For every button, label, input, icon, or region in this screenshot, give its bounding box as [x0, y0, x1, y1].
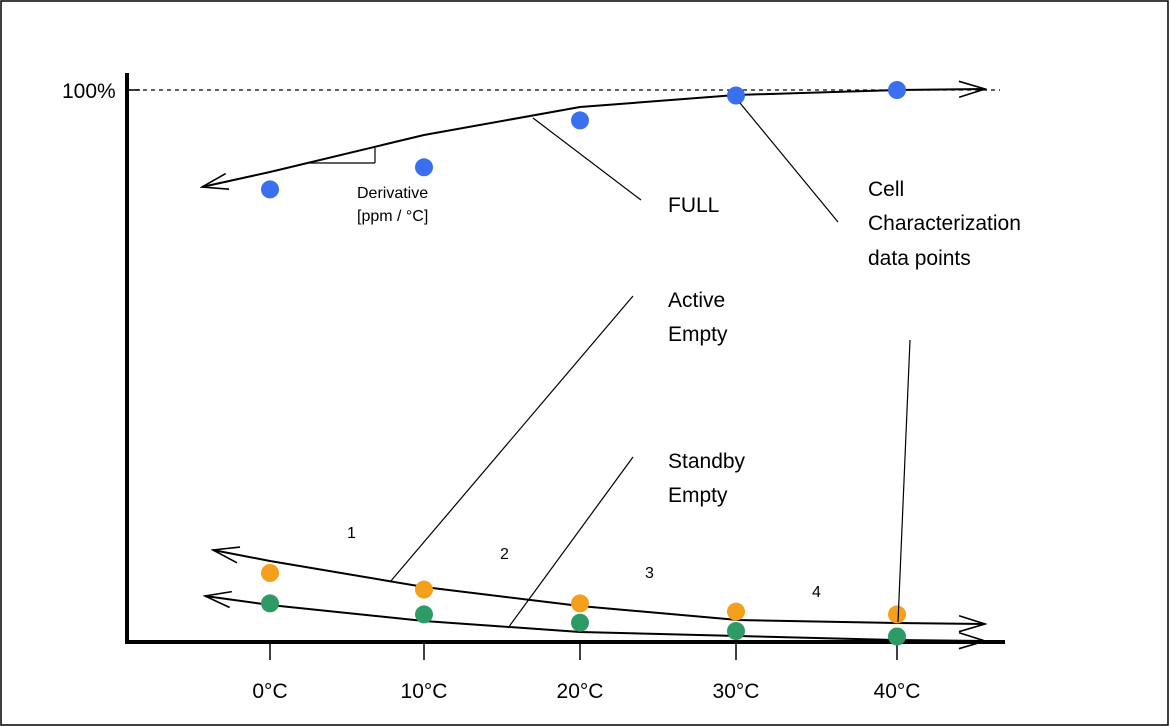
- standby-empty-point-2: [571, 613, 589, 632]
- derivative-label: Derivative [ppm / °C]: [357, 185, 433, 225]
- region-label-4: 4: [812, 584, 821, 601]
- standby-empty-leader: [507, 456, 634, 629]
- y-tick-label-100: 100%: [62, 80, 116, 103]
- standby-empty-point-3: [727, 622, 745, 640]
- region-label-1: 1: [347, 525, 356, 542]
- active-empty-curve: [213, 550, 985, 624]
- active-empty-point-3: [727, 602, 745, 621]
- full-point-3: [727, 86, 745, 105]
- active-empty-point-0: [261, 564, 279, 582]
- leader-lines: [389, 102, 911, 629]
- standby-empty-point-0: [261, 594, 279, 613]
- full-point-2: [571, 111, 589, 130]
- full-point-1: [415, 158, 433, 177]
- full-leader: [532, 117, 642, 201]
- standby-empty-point-4: [888, 627, 906, 646]
- full-curve: [202, 89, 985, 187]
- cell-char-lower-leader: [897, 339, 911, 623]
- full-label: FULL: [668, 194, 719, 217]
- x-tick-label-4: 40°C: [874, 680, 921, 703]
- full-point-4: [888, 81, 906, 99]
- x-tick-label-0: 0°C: [252, 680, 287, 703]
- region-label-3: 3: [645, 565, 654, 582]
- active-empty-label: Active Empty: [668, 289, 731, 346]
- x-tick-label-3: 30°C: [713, 680, 760, 703]
- cell-characterization-label: Cell Characterization data points: [868, 178, 1027, 270]
- cell-char-leader: [739, 102, 839, 223]
- x-tick-group: 0°C 10°C 20°C 30°C 40°C: [252, 642, 920, 703]
- region-label-2: 2: [500, 546, 509, 563]
- x-tick-label-1: 10°C: [401, 680, 448, 703]
- active-empty-point-4: [888, 605, 906, 624]
- standby-empty-curve: [205, 596, 985, 641]
- standby-empty-point-1: [415, 605, 433, 624]
- standby-empty-label: Standby Empty: [668, 450, 751, 507]
- active-empty-leader: [389, 295, 634, 583]
- derivative-triangle: [310, 148, 376, 164]
- full-point-0: [261, 180, 279, 199]
- active-empty-point-2: [571, 594, 589, 613]
- data-points: [261, 81, 906, 646]
- active-empty-point-1: [415, 580, 433, 599]
- x-tick-label-2: 20°C: [557, 680, 604, 703]
